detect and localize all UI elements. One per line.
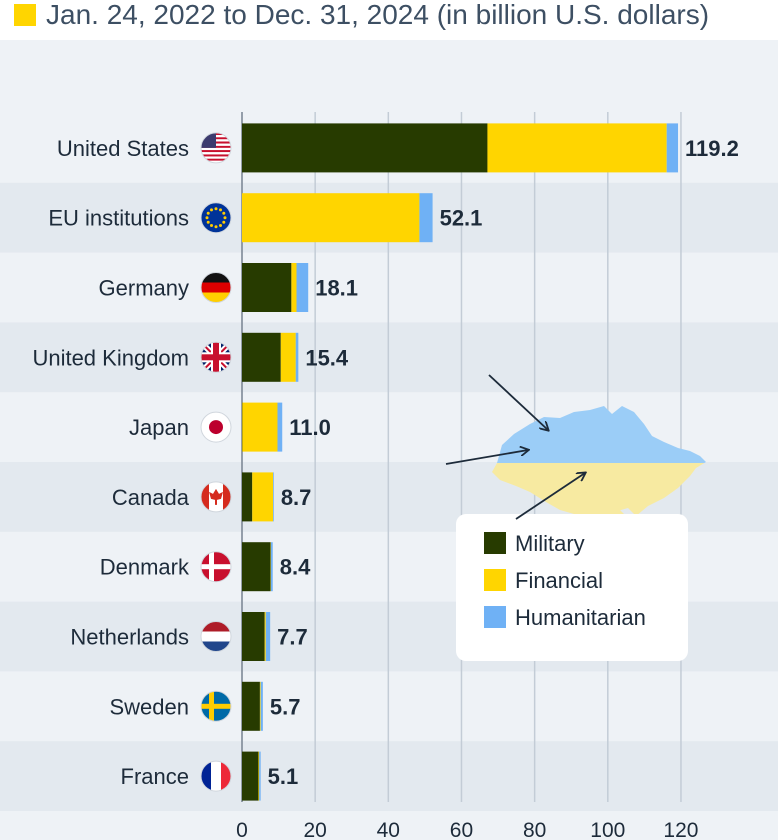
flag-jp-icon — [200, 411, 232, 443]
x-tick-label: 20 — [303, 819, 326, 840]
pointer-arrow-2 — [445, 450, 528, 465]
bar-financial-united-states — [487, 123, 667, 173]
bars — [242, 123, 679, 801]
bar-financial-united-kingdom — [280, 332, 296, 382]
stacked-bar-chart: United States 119.2 EU institutions 52.1 Ger… — [0, 112, 778, 840]
legend-swatch-military — [484, 532, 506, 554]
x-tick-label: 40 — [377, 819, 400, 840]
x-axis-ticks: 0 20 40 60 80 100 120 — [236, 819, 698, 840]
legend-box — [456, 514, 688, 661]
value-label-germany: 18.1 — [315, 276, 358, 301]
bar-financial-france — [258, 751, 260, 801]
flag-eu-icon — [200, 202, 232, 234]
bar-financial-canada — [252, 472, 274, 522]
bar-military-sweden — [242, 681, 260, 731]
flag-fr-icon — [200, 760, 232, 792]
bar-humanitarian-france — [259, 751, 261, 801]
legend-label-humanitarian: Humanitarian — [515, 605, 646, 630]
x-tick-label: 120 — [663, 819, 698, 840]
bar-military-netherlands — [242, 612, 265, 661]
bar-humanitarian-germany — [296, 263, 309, 312]
category-label-germany: Germany — [99, 276, 189, 301]
category-label-eu-institutions: EU institutions — [48, 206, 189, 231]
bar-humanitarian-united-states — [666, 123, 679, 173]
category-label-japan: Japan — [129, 415, 189, 440]
bar-military-united-kingdom — [242, 332, 281, 382]
ukraine-shape-top — [497, 406, 706, 463]
bar-financial-japan — [242, 402, 278, 452]
x-tick-label: 0 — [236, 819, 248, 840]
category-label-sweden: Sweden — [109, 694, 189, 719]
pointer-arrow-3 — [515, 473, 585, 520]
bar-military-germany — [242, 263, 292, 312]
chart-subtitle: Jan. 24, 2022 to Dec. 31, 2024 (in billi… — [46, 0, 710, 30]
category-label-canada: Canada — [112, 485, 190, 510]
flag-uk-icon — [200, 341, 232, 373]
bar-financial-germany — [291, 263, 297, 312]
bar-humanitarian-netherlands — [265, 612, 271, 661]
flag-nl-icon — [200, 621, 232, 652]
legend-swatch-humanitarian — [484, 606, 506, 628]
value-label-canada: 8.7 — [281, 485, 312, 510]
value-label-eu-institutions: 52.1 — [440, 206, 483, 231]
bar-financial-eu-institutions — [242, 193, 420, 243]
x-tick-label: 100 — [590, 819, 625, 840]
bar-financial-sweden — [259, 681, 261, 731]
flag-de-icon — [200, 272, 232, 303]
flag-se-icon — [200, 690, 232, 722]
bar-financial-netherlands — [264, 612, 266, 661]
legend-label-military: Military — [515, 531, 585, 556]
category-label-france: France — [121, 764, 189, 789]
category-label-denmark: Denmark — [100, 555, 190, 580]
bar-military-denmark — [242, 542, 271, 592]
value-label-denmark: 8.4 — [280, 555, 311, 580]
bar-humanitarian-sweden — [260, 681, 263, 731]
bar-humanitarian-denmark — [270, 542, 273, 592]
bar-humanitarian-eu-institutions — [419, 193, 433, 243]
bar-military-france — [242, 751, 259, 801]
bar-military-united-states — [242, 123, 488, 173]
category-label-united-states: United States — [57, 136, 189, 161]
bar-military-canada — [242, 472, 253, 522]
value-label-united-states: 119.2 — [685, 136, 739, 161]
category-label-netherlands: Netherlands — [70, 625, 189, 650]
subtitle-swatch — [14, 4, 36, 26]
category-label-united-kingdom: United Kingdom — [32, 345, 189, 370]
value-label-france: 5.1 — [268, 764, 299, 789]
flag-ca-icon — [200, 481, 232, 513]
x-tick-label: 80 — [523, 819, 546, 840]
legend-swatch-financial — [484, 569, 506, 591]
ukraine-shape-bottom — [492, 463, 705, 532]
value-label-japan: 11.0 — [289, 415, 331, 440]
bar-humanitarian-united-kingdom — [295, 332, 299, 382]
flag-dk-icon — [200, 551, 232, 583]
subtitle-row: Jan. 24, 2022 to Dec. 31, 2024 (in billi… — [0, 0, 778, 40]
flag-us-icon — [200, 132, 232, 164]
legend-label-financial: Financial — [515, 568, 603, 593]
x-tick-label: 60 — [450, 819, 473, 840]
bar-humanitarian-japan — [277, 402, 283, 452]
pointer-arrow-1 — [488, 374, 548, 430]
bar-humanitarian-canada — [273, 472, 274, 522]
value-label-united-kingdom: 15.4 — [305, 345, 349, 370]
labels: United States 119.2 EU institutions 52.1 Ger… — [32, 132, 739, 792]
legend: Military Financial Humanitarian — [445, 374, 688, 661]
value-label-netherlands: 7.7 — [277, 625, 308, 650]
value-label-sweden: 5.7 — [270, 694, 301, 719]
